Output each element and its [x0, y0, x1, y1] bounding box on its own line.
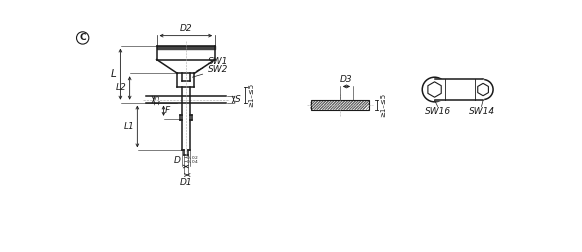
Text: 1,5: 1,5	[154, 94, 160, 105]
Text: SW2: SW2	[193, 65, 229, 77]
Text: D3: D3	[340, 75, 353, 84]
Text: D1: D1	[179, 178, 192, 187]
Text: F: F	[164, 106, 169, 115]
Text: D: D	[173, 156, 180, 165]
Text: ≥1–≤5: ≥1–≤5	[249, 83, 254, 107]
Bar	[311, 100, 369, 110]
Text: ≥1–≤5: ≥1–≤5	[380, 93, 386, 117]
Text: L1: L1	[123, 122, 134, 131]
Text: $^{-0,02}_{-0,04}$: $^{-0,02}_{-0,04}$	[183, 154, 199, 165]
Text: D2: D2	[179, 24, 192, 33]
Text: L2: L2	[116, 83, 126, 92]
Text: S: S	[235, 95, 241, 104]
Text: L: L	[111, 69, 116, 79]
Polygon shape	[428, 82, 441, 97]
Polygon shape	[478, 83, 488, 96]
Text: SW16: SW16	[425, 107, 450, 116]
Text: SW1: SW1	[197, 56, 229, 71]
Text: C: C	[79, 34, 86, 42]
Text: SW14: SW14	[469, 107, 495, 116]
